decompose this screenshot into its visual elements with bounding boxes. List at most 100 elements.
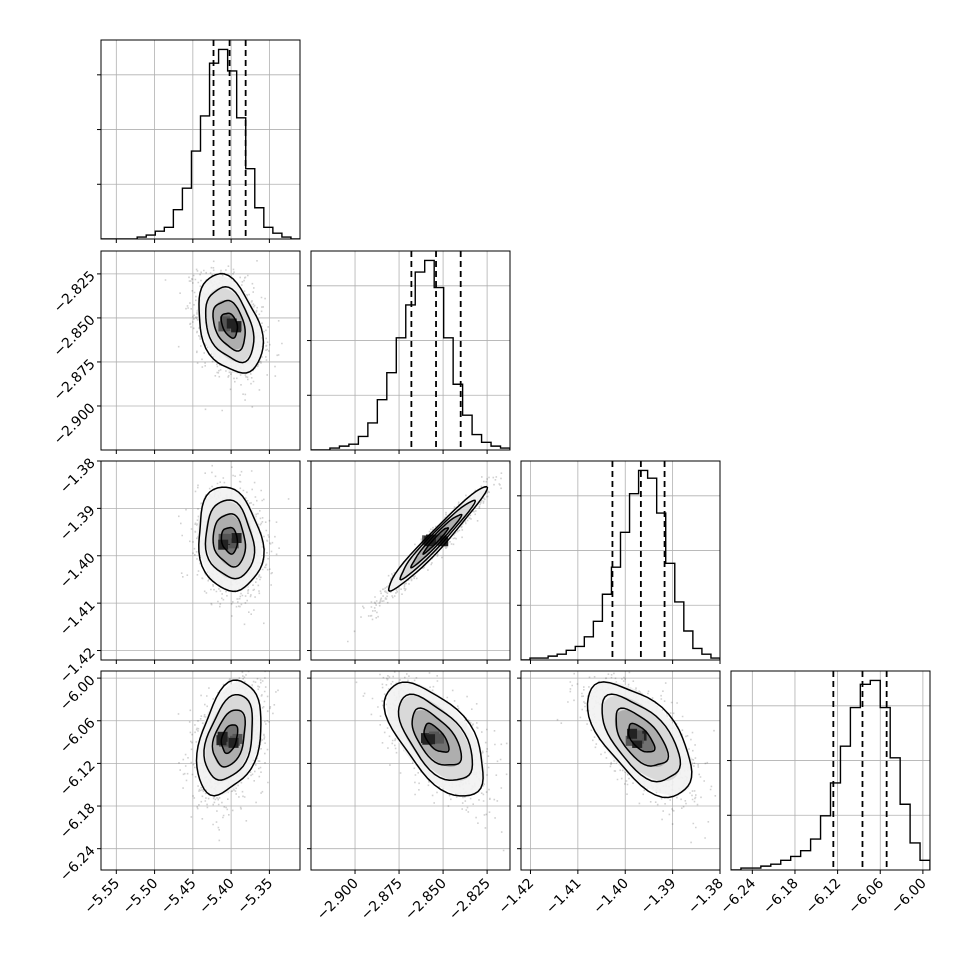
panel-plot-area bbox=[521, 461, 720, 660]
x-tick-label: −2.900 bbox=[314, 876, 362, 924]
panel-frame bbox=[100, 460, 301, 661]
contour-2 bbox=[204, 499, 256, 580]
contour-1 bbox=[211, 709, 246, 768]
panel-3-3: −6.24 −6.18 −6.12 −6.06 −6.00 bbox=[717, 670, 931, 918]
contour-3 bbox=[586, 681, 693, 799]
contour-0 bbox=[220, 724, 239, 755]
contour-2 bbox=[399, 499, 477, 581]
panel-frame bbox=[100, 670, 301, 871]
contour-3 bbox=[383, 681, 484, 797]
panel-plot-area bbox=[311, 251, 510, 450]
y-tick-label: −6.18 bbox=[57, 800, 99, 842]
panel-2-0: −1.42−1.41−1.40−1.39−1.38 bbox=[57, 455, 301, 687]
panel-plot-area bbox=[101, 40, 300, 239]
density-cell bbox=[425, 734, 436, 745]
density-cell bbox=[228, 538, 239, 549]
y-tick-label: −2.825 bbox=[51, 268, 99, 316]
x-tick-label: −2.825 bbox=[446, 876, 494, 924]
y-tick-label: −1.39 bbox=[57, 503, 99, 545]
contour-1 bbox=[411, 707, 463, 766]
x-tick-label: −2.875 bbox=[358, 876, 406, 924]
x-tick-label: −6.24 bbox=[717, 875, 759, 917]
panel-2-2 bbox=[517, 460, 721, 664]
x-tick-label: −5.55 bbox=[81, 876, 123, 918]
panel-frame bbox=[520, 460, 721, 661]
y-tick-label: −6.12 bbox=[57, 758, 99, 800]
contour-1 bbox=[212, 299, 246, 352]
panel-plot-area bbox=[101, 251, 300, 450]
panel-1-0: −2.900−2.875−2.850−2.825 bbox=[51, 250, 301, 454]
density-cell bbox=[228, 737, 239, 748]
histogram-step-3 bbox=[731, 679, 930, 870]
contour-0 bbox=[423, 722, 450, 753]
contour-3 bbox=[198, 486, 265, 593]
contour-2 bbox=[601, 693, 682, 783]
panel-plot-area bbox=[101, 461, 300, 660]
histogram-step-0 bbox=[101, 48, 300, 239]
density-cell bbox=[632, 737, 643, 748]
x-tick-label: −5.35 bbox=[235, 876, 277, 918]
x-tick-label: −6.18 bbox=[760, 876, 802, 918]
panel-frame bbox=[520, 670, 721, 871]
panel-frame bbox=[310, 460, 511, 661]
contour-3 bbox=[387, 485, 489, 592]
contour-2 bbox=[203, 693, 254, 781]
panel-3-0: −6.24−6.18−6.12−6.06−6.00−5.55−5.50−5.45… bbox=[57, 670, 301, 918]
y-tick-label: −1.38 bbox=[57, 455, 99, 497]
panel-plot-area bbox=[311, 671, 510, 870]
histogram-step-2 bbox=[521, 469, 720, 660]
y-tick-label: −2.875 bbox=[51, 356, 99, 404]
density-cell bbox=[226, 318, 237, 329]
x-tick-label: −5.50 bbox=[120, 876, 162, 918]
contour-0 bbox=[422, 527, 450, 556]
panel-frame bbox=[100, 39, 301, 240]
x-tick-label: −2.850 bbox=[402, 876, 450, 924]
density-cell bbox=[627, 728, 638, 739]
x-tick-label: −1.42 bbox=[496, 876, 538, 918]
density-cell bbox=[632, 730, 643, 741]
panel-1-1 bbox=[307, 250, 511, 454]
x-tick-label: −1.39 bbox=[638, 876, 680, 918]
contour-3 bbox=[198, 272, 265, 374]
y-tick-label: −6.06 bbox=[57, 715, 99, 757]
contour-3 bbox=[195, 679, 262, 797]
x-tick-label: −1.40 bbox=[590, 876, 632, 918]
contour-2 bbox=[204, 285, 255, 364]
panel-2-1 bbox=[307, 460, 511, 664]
contour-1 bbox=[212, 513, 247, 568]
panel-frame bbox=[310, 250, 511, 451]
x-tick-label: −5.45 bbox=[158, 876, 200, 918]
panel-3-2: −1.42 −1.41 −1.40 −1.39 −1.38 bbox=[496, 670, 727, 918]
contour-2 bbox=[397, 693, 474, 781]
panel-frame bbox=[310, 670, 511, 871]
x-tick-label: −6.06 bbox=[845, 875, 887, 917]
panel-frame bbox=[100, 250, 301, 451]
contour-0 bbox=[220, 312, 239, 339]
y-tick-label: −2.900 bbox=[51, 400, 99, 448]
x-tick-label: −5.40 bbox=[196, 876, 238, 918]
panel-frame bbox=[730, 670, 931, 871]
x-tick-label: −1.41 bbox=[543, 876, 585, 918]
panel-plot-area bbox=[521, 671, 720, 870]
x-tick-label: −6.12 bbox=[803, 876, 845, 918]
x-tick-label: −1.38 bbox=[685, 876, 727, 918]
panel-plot-area bbox=[731, 671, 930, 870]
contour-0 bbox=[627, 722, 656, 753]
contour-1 bbox=[615, 707, 670, 767]
x-tick-label: −6.00 bbox=[888, 876, 930, 918]
panel-plot-area bbox=[101, 671, 300, 870]
contour-1 bbox=[410, 513, 463, 569]
panel-plot-area bbox=[311, 461, 510, 660]
histogram-step-1 bbox=[311, 259, 510, 450]
density-cell bbox=[220, 316, 231, 327]
y-tick-label: −2.850 bbox=[51, 312, 99, 360]
y-tick-label: −1.41 bbox=[57, 597, 99, 639]
y-tick-label: −1.40 bbox=[57, 550, 99, 592]
y-tick-label: −6.24 bbox=[57, 843, 99, 885]
contour-0 bbox=[220, 526, 239, 555]
density-cell bbox=[220, 533, 231, 544]
panel-0-0 bbox=[97, 39, 301, 243]
panel-3-1: −2.900−2.875−2.850−2.825 bbox=[307, 670, 511, 924]
